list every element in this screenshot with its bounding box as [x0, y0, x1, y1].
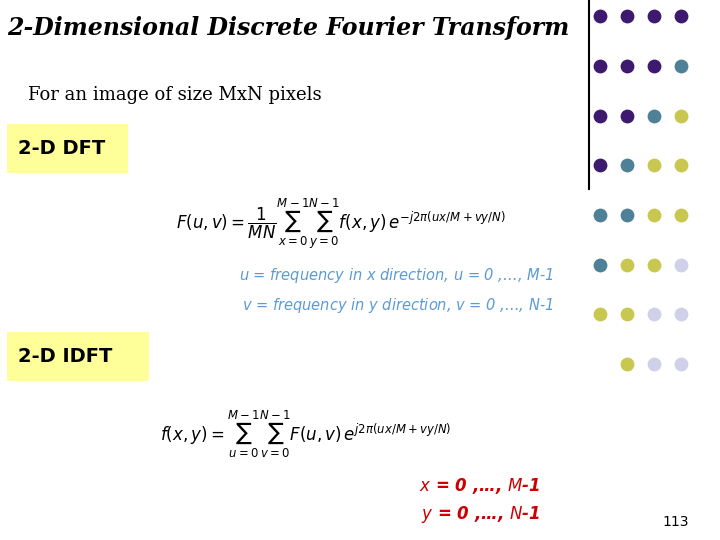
Point [675, 111, 687, 120]
Point [648, 310, 660, 319]
Point [648, 360, 660, 368]
Text: For an image of size MxN pixels: For an image of size MxN pixels [28, 86, 322, 104]
Point [648, 111, 660, 120]
Point [621, 12, 633, 21]
Point [621, 310, 633, 319]
Text: 2-D IDFT: 2-D IDFT [18, 347, 112, 366]
Point [594, 211, 606, 219]
Point [621, 161, 633, 170]
Point [621, 111, 633, 120]
Text: $F(u,v) = \dfrac{1}{MN} \sum_{x=0}^{M-1} \sum_{y=0}^{N-1} f(x,y)\, e^{-j2\pi(ux/: $F(u,v) = \dfrac{1}{MN} \sum_{x=0}^{M-1}… [176, 197, 506, 252]
Text: $x$ = 0 ,…, $M$-1: $x$ = 0 ,…, $M$-1 [419, 476, 540, 496]
Point [648, 211, 660, 219]
Point [675, 62, 687, 70]
Point [594, 310, 606, 319]
Point [621, 211, 633, 219]
Point [621, 62, 633, 70]
Text: 2-Dimensional Discrete Fourier Transform: 2-Dimensional Discrete Fourier Transform [7, 16, 570, 40]
Point [648, 62, 660, 70]
Text: $f(x,y) = \sum_{u=0}^{M-1} \sum_{v=0}^{N-1} F(u,v)\, e^{j2\pi(ux/M+vy/N)}$: $f(x,y) = \sum_{u=0}^{M-1} \sum_{v=0}^{N… [160, 409, 451, 461]
Text: $u$ = frequency in $x$ direction, $u$ = 0 ,…, $M$-1: $u$ = frequency in $x$ direction, $u$ = … [240, 266, 554, 285]
FancyBboxPatch shape [7, 124, 128, 173]
Point [648, 12, 660, 21]
Text: $v$ = frequency in $y$ direction, $v$ = 0 ,…, $N$-1: $v$ = frequency in $y$ direction, $v$ = … [243, 295, 554, 315]
Point [594, 260, 606, 269]
Text: $y$ = 0 ,…, $N$-1: $y$ = 0 ,…, $N$-1 [420, 504, 540, 524]
Point [648, 161, 660, 170]
Text: 113: 113 [662, 515, 689, 529]
Point [675, 161, 687, 170]
Point [675, 360, 687, 368]
Point [675, 12, 687, 21]
Point [675, 310, 687, 319]
Point [648, 260, 660, 269]
Point [675, 211, 687, 219]
Text: 2-D DFT: 2-D DFT [18, 139, 105, 158]
Point [594, 12, 606, 21]
Point [621, 260, 633, 269]
Point [621, 360, 633, 368]
FancyBboxPatch shape [7, 332, 149, 381]
Point [594, 111, 606, 120]
Point [675, 260, 687, 269]
Point [594, 62, 606, 70]
Point [594, 161, 606, 170]
